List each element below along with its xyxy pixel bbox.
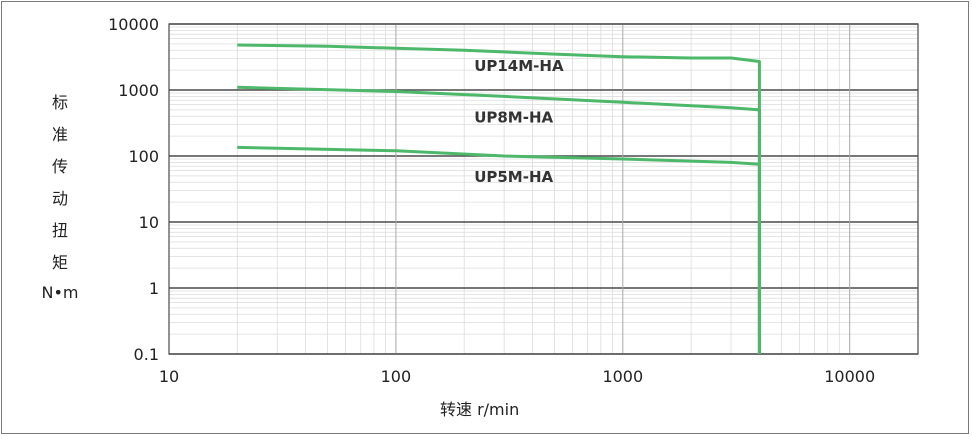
y-tick-label: 1 bbox=[149, 279, 159, 298]
series-label: UP14M-HA bbox=[474, 57, 564, 75]
y-axis-label-char: 动 bbox=[51, 189, 68, 208]
series-label: UP5M-HA bbox=[474, 168, 553, 186]
y-tick-label: 100 bbox=[128, 147, 159, 166]
plot-border bbox=[168, 23, 919, 355]
y-axis-label-char: 矩 bbox=[51, 253, 68, 272]
y-axis-unit: N•m bbox=[41, 283, 79, 302]
x-tick-label: 100 bbox=[381, 367, 412, 386]
x-tick-label: 10 bbox=[159, 367, 179, 386]
series-line-up14m-ha bbox=[237, 43, 761, 354]
series-label: UP8M-HA bbox=[474, 109, 553, 127]
series-line-up8m-ha bbox=[237, 85, 761, 354]
y-axis-label-char: 标 bbox=[51, 93, 68, 112]
y-axis-label-char: 准 bbox=[51, 125, 68, 144]
y-axis-label-char: 扭 bbox=[51, 221, 68, 240]
y-tick-label: 10 bbox=[139, 213, 159, 232]
y-tick-label: 0.1 bbox=[134, 345, 159, 364]
x-axis-label: 转速 r/min bbox=[440, 400, 520, 419]
y-tick-label: 10000 bbox=[108, 15, 159, 34]
y-axis-label-char: 传 bbox=[51, 157, 68, 176]
x-tick-label: 10000 bbox=[824, 367, 875, 386]
x-tick-label: 1000 bbox=[602, 367, 643, 386]
series-line-up5m-ha bbox=[237, 145, 761, 354]
y-tick-label: 1000 bbox=[118, 81, 159, 100]
